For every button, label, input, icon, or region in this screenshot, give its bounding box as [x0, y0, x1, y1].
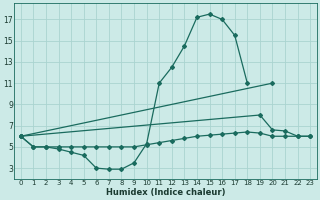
X-axis label: Humidex (Indice chaleur): Humidex (Indice chaleur) [106, 188, 225, 197]
